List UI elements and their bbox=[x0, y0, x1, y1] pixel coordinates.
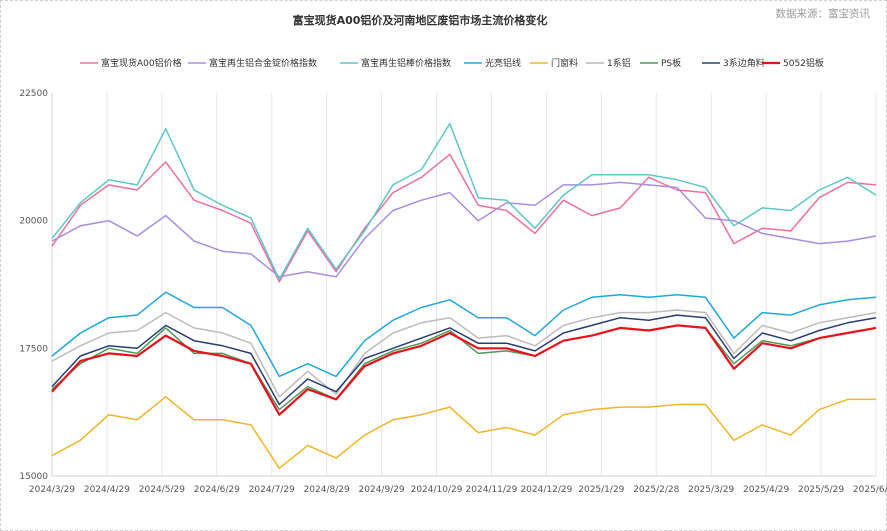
legend-label: 5052铝板 bbox=[783, 57, 824, 69]
x-tick-label: 2024/11/29 bbox=[466, 485, 518, 495]
series-line bbox=[51, 324, 877, 411]
series-line bbox=[51, 291, 877, 378]
data-source-note: 数据来源：富宝资讯 bbox=[776, 7, 871, 20]
legend-label: 富宝再生铝棒价格指数 bbox=[361, 57, 451, 69]
x-tick-label: 2024/5/29 bbox=[139, 485, 185, 495]
legend-label: 1系铝 bbox=[607, 57, 631, 69]
x-tick-label: 2024/10/29 bbox=[411, 485, 463, 495]
x-tick-label: 2024/9/29 bbox=[359, 485, 405, 495]
chart-title: 富宝现货A00铝价及河南地区废铝市场主流价格变化 bbox=[293, 13, 548, 27]
x-tick-label: 2025/5/29 bbox=[798, 485, 844, 495]
x-tick-label: 2025/2/28 bbox=[633, 485, 679, 495]
y-tick-label: 17500 bbox=[19, 344, 48, 354]
legend-label: 3系边角料 bbox=[723, 57, 765, 69]
x-tick-label: 2024/8/29 bbox=[304, 485, 350, 495]
legend: 富宝现货A00铝价格 富宝再生铝合金锭价格指数 富宝再生铝棒价格指数 光亮铝线 门窗料 1… bbox=[80, 57, 824, 69]
series-line bbox=[51, 314, 877, 406]
x-tick-label: 2024/7/29 bbox=[249, 485, 295, 495]
x-tick-label: 2024/3/29 bbox=[29, 485, 75, 495]
legend-label: PS板 bbox=[661, 57, 681, 69]
series-line bbox=[51, 153, 877, 283]
y-tick-label: 15000 bbox=[19, 472, 48, 482]
series-line bbox=[51, 324, 877, 416]
series-lines bbox=[51, 122, 877, 470]
x-tick-label: 2025/4/29 bbox=[743, 485, 789, 495]
legend-label: 富宝再生铝合金锭价格指数 bbox=[209, 57, 317, 69]
x-tick-label: 2025/1/29 bbox=[578, 485, 624, 495]
x-tick-label: 2025/6/29 bbox=[853, 485, 887, 495]
series-line bbox=[51, 396, 876, 470]
y-tick-label: 22500 bbox=[19, 89, 48, 99]
legend-label: 光亮铝线 bbox=[485, 57, 521, 69]
series-line bbox=[51, 122, 877, 281]
legend-label: 富宝现货A00铝价格 bbox=[101, 57, 182, 69]
x-tick-label: 2024/12/29 bbox=[520, 485, 572, 495]
series-line bbox=[51, 181, 877, 278]
x-tick-label: 2025/3/29 bbox=[688, 485, 734, 495]
axes: 2024/3/29 2024/4/29 2024/5/29 2024/6/29 2024… bbox=[19, 89, 887, 495]
y-tick-label: 20000 bbox=[19, 217, 48, 227]
legend-label: 门窗料 bbox=[551, 57, 578, 69]
series-line bbox=[51, 309, 877, 398]
x-tick-label: 2024/6/29 bbox=[194, 485, 240, 495]
x-tick-label: 2024/4/29 bbox=[84, 485, 130, 495]
